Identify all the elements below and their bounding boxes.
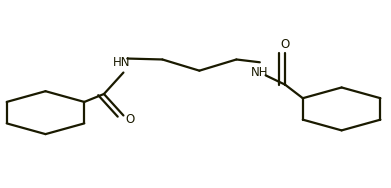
Text: NH: NH bbox=[251, 66, 269, 79]
Text: HN: HN bbox=[113, 56, 130, 69]
Text: O: O bbox=[126, 113, 135, 126]
Text: O: O bbox=[280, 38, 290, 51]
